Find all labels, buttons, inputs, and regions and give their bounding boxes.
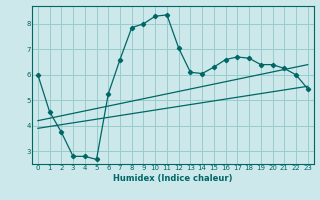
X-axis label: Humidex (Indice chaleur): Humidex (Indice chaleur)	[113, 174, 233, 183]
